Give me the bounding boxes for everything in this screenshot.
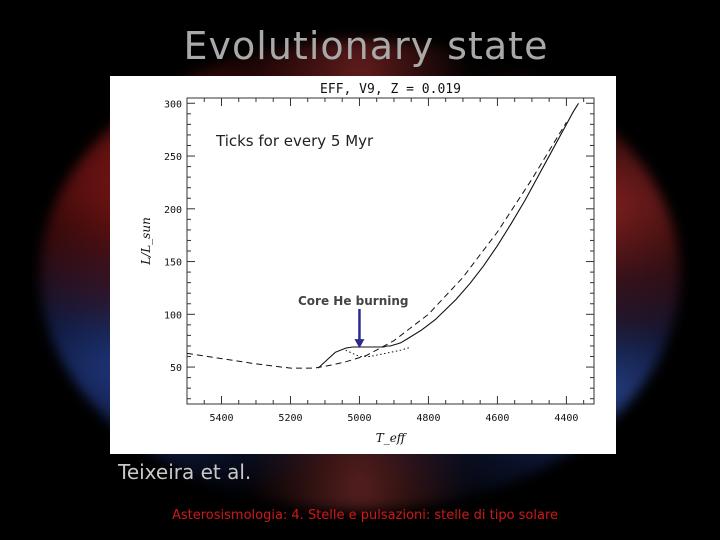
y-tick-label: 50: [170, 363, 182, 374]
core-he-arrow-head: [354, 339, 365, 349]
x-tick-label: 4600: [485, 413, 509, 424]
y-tick-label: 300: [164, 99, 182, 110]
x-axis-label: T_eff: [376, 431, 408, 445]
y-tick-label: 100: [164, 310, 182, 321]
y-tick-label: 200: [164, 205, 182, 216]
x-tick-label: 5000: [347, 413, 371, 424]
y-axis-label: L/L_sun: [139, 217, 153, 266]
figure-panel: EFF, V9, Z = 0.019 5400 5200 5000 4800 4600 44…: [110, 76, 616, 454]
x-tick-label: 4400: [554, 413, 578, 424]
track-line-dotted: [345, 346, 412, 357]
credit-text: Teixeira et al.: [118, 460, 252, 484]
slide-title: Evolutionary state: [183, 24, 549, 68]
y-tick-label: 150: [164, 258, 182, 269]
chart-title: EFF, V9, Z = 0.019: [320, 82, 461, 97]
x-tick-label: 5400: [209, 413, 233, 424]
footer-caption: Asterosismologia: 4. Stelle e pulsazioni…: [171, 508, 559, 523]
ticks-annotation: Ticks for every 5 Myr: [215, 132, 374, 150]
track-line-solid: [317, 103, 579, 369]
track-line-dashed: [186, 122, 567, 369]
y-tick-label: 250: [164, 152, 182, 163]
x-tick-label: 5200: [278, 413, 302, 424]
x-tick-label: 4800: [416, 413, 440, 424]
core-he-burning-label: Core He burning: [298, 294, 408, 308]
hr-diagram-chart: EFF, V9, Z = 0.019 5400 5200 5000 4800 4600 44…: [139, 82, 595, 445]
